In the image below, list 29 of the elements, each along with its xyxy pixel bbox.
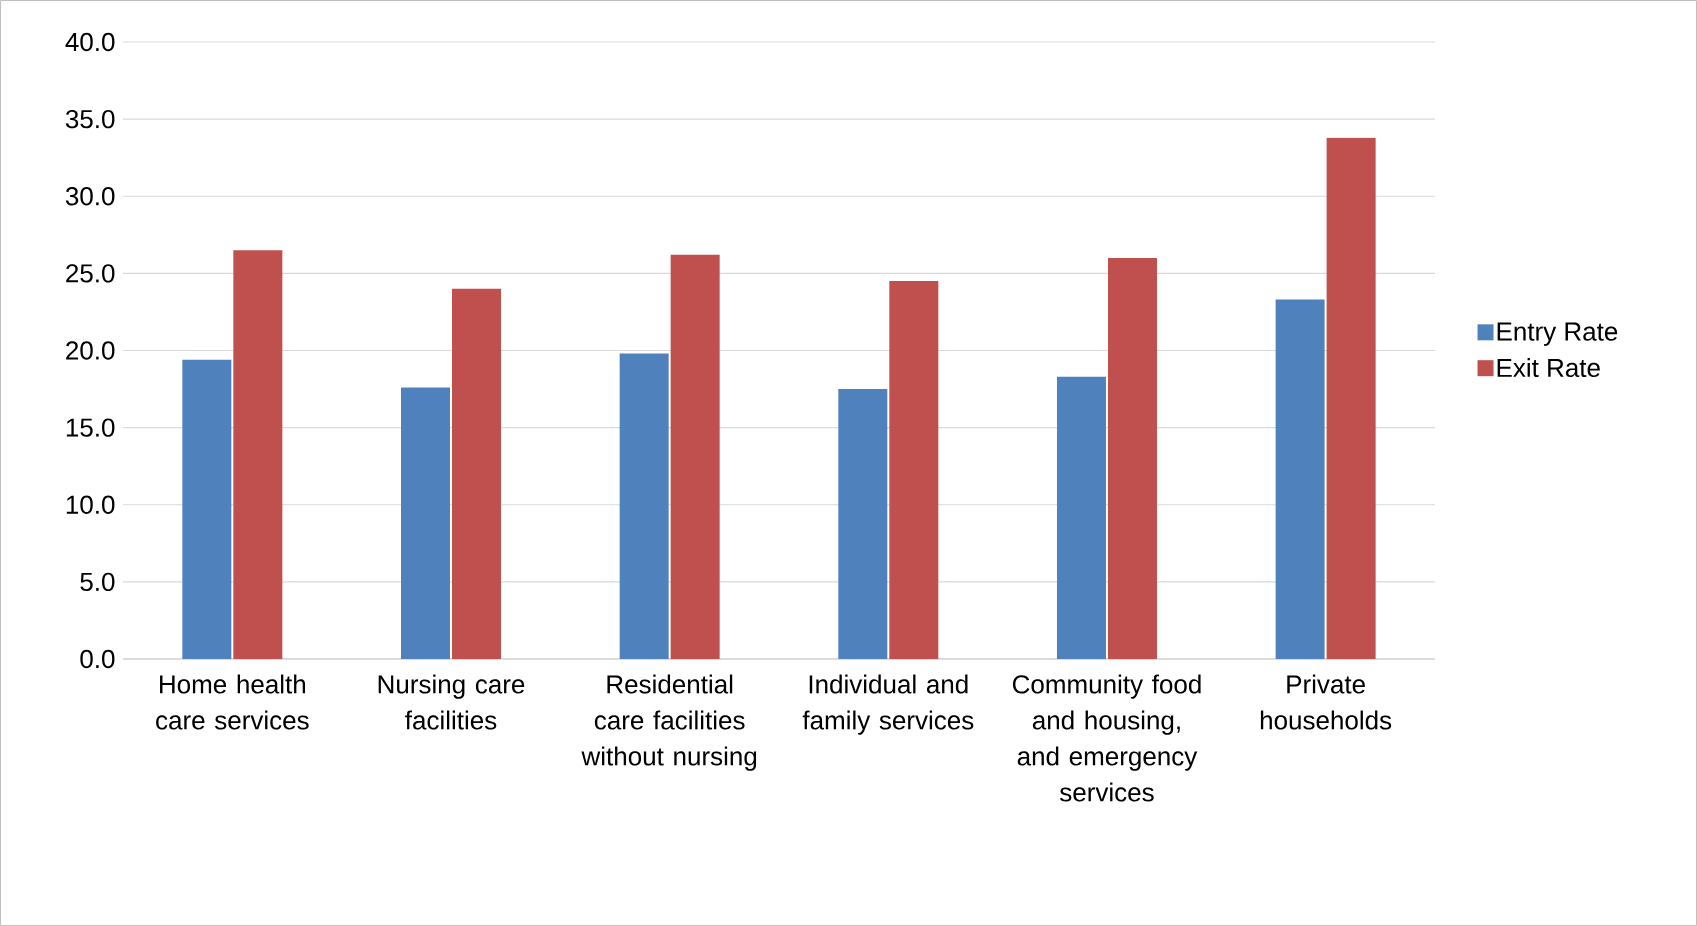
bar [670, 254, 720, 659]
y-tick-label: 20.0 [66, 341, 115, 360]
bar [1326, 137, 1376, 659]
bar [182, 359, 232, 659]
bar [401, 387, 450, 659]
legend-label: Entry Rate [1497, 322, 1618, 346]
bar [619, 353, 669, 659]
y-tick-label: 0.0 [80, 649, 115, 669]
y-tick-label: 10.0 [66, 495, 115, 514]
x-tick-label: Private households [1260, 674, 1392, 730]
legend-label: Exit Rate [1497, 358, 1600, 378]
y-tick-label: 30.0 [65, 187, 115, 206]
bar [1056, 376, 1106, 659]
x-tick-label: Individual and family services [802, 674, 974, 735]
bar [1107, 257, 1157, 659]
y-tick-label: 15.0 [66, 418, 115, 437]
x-tick-label: Community food and housing, and emergency services [1012, 674, 1201, 802]
x-tick-label: Residential care facilities without nursing [581, 674, 757, 771]
y-tick-label: 35.0 [65, 109, 115, 129]
bar [452, 288, 501, 659]
y-tick-label: 40.0 [65, 32, 115, 52]
y-tick-label: 5.0 [80, 572, 115, 592]
bar [233, 250, 283, 659]
bar [838, 389, 888, 659]
bar [889, 281, 939, 659]
y-tick-label: 25.0 [66, 264, 115, 283]
x-tick-label: Nursing care facilities [378, 674, 525, 730]
bar [1275, 299, 1325, 659]
x-tick-label: Home health care services [156, 674, 309, 730]
